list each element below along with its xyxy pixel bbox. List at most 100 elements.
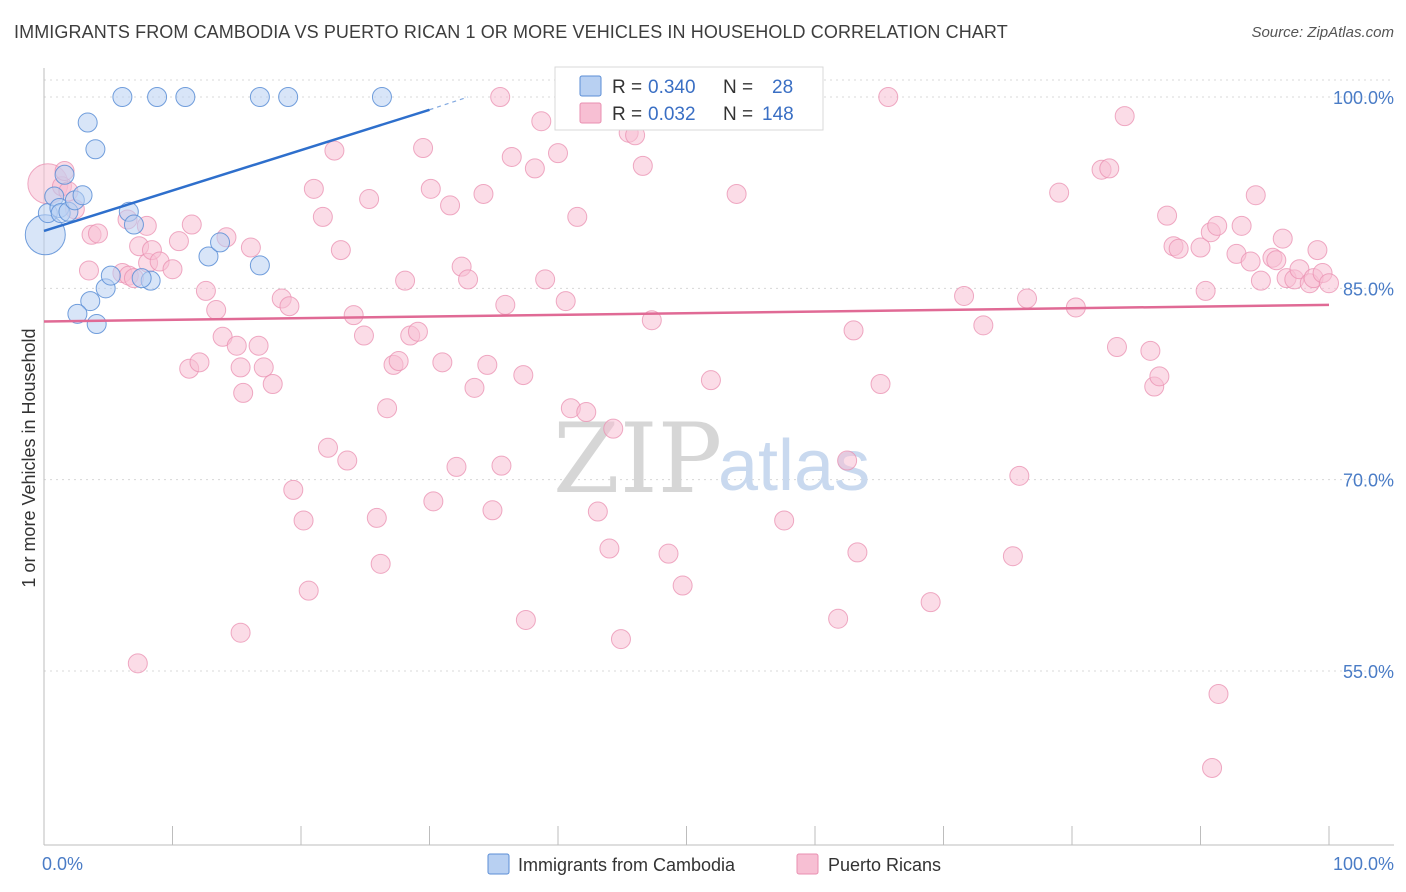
puerto-ricans-point-90 [658,543,679,564]
puerto-ricans-point-32 [262,374,283,394]
puerto-ricans-point-41 [317,437,338,458]
puerto-ricans-point-31 [253,357,274,378]
puerto-ricans-point-21 [189,352,210,373]
cambodia-point-15 [100,265,121,286]
puerto-ricans-trend-line [43,303,1330,323]
puerto-ricans-point-17 [162,259,183,280]
puerto-ricans-point-60 [446,456,467,477]
legend-r-label-cambodia: R = [612,77,642,98]
puerto-ricans-point-131 [1240,251,1261,272]
puerto-ricans-point-136 [1272,228,1293,249]
puerto-ricans-point-147 [230,622,251,643]
puerto-ricans-point-91 [672,575,693,596]
legend-n-value-puerto-ricans: 148 [762,104,794,125]
legend-swatch-puerto-ricans [579,102,602,124]
puerto-ricans-point-144 [1319,273,1339,294]
puerto-ricans-point-115 [1099,158,1120,179]
x-tick-label-0: 0.0% [42,854,83,874]
puerto-ricans-point-112 [1049,182,1070,203]
bottom-legend-swatch-puerto-ricans [796,853,819,875]
puerto-ricans-point-82 [599,538,620,559]
y-tick-label-100: 100.0% [1333,88,1394,108]
puerto-ricans-point-47 [366,507,387,528]
puerto-ricans-point-106 [920,592,941,613]
puerto-ricans-point-40 [324,140,345,161]
chart-title: IMMIGRANTS FROM CAMBODIA VS PUERTO RICAN… [14,22,1008,42]
puerto-ricans-point-79 [567,206,588,227]
legend-swatch-cambodia [579,75,602,97]
cambodia-trend-line [43,108,430,233]
puerto-ricans-point-57 [423,491,444,512]
puerto-ricans-point-77 [555,291,576,312]
puerto-ricans-point-107 [954,285,975,306]
puerto-ricans-point-54 [407,321,428,342]
series-puerto-ricans-points [27,87,1339,778]
cambodia-point-21 [198,246,219,267]
puerto-ricans-point-73 [524,158,545,179]
cambodia-point-28 [371,87,392,107]
puerto-ricans-point-101 [837,450,858,471]
puerto-ricans-point-142 [1307,240,1328,261]
puerto-ricans-point-105 [878,87,899,107]
legend-r-label-puerto-ricans: R = [612,104,642,125]
puerto-ricans-point-83 [603,418,624,439]
puerto-ricans-point-26 [226,335,247,356]
bottom-legend-swatch-cambodia [487,853,510,875]
puerto-ricans-point-75 [535,269,556,290]
puerto-ricans-point-37 [298,580,319,601]
puerto-ricans-point-135 [1266,250,1287,271]
puerto-ricans-point-123 [1168,238,1189,259]
puerto-ricans-point-68 [495,294,516,315]
x-tick-label-1: 100.0% [1333,854,1394,874]
puerto-ricans-point-87 [632,155,653,176]
puerto-ricans-point-139 [1289,259,1310,280]
puerto-ricans-point-65 [477,354,498,375]
puerto-ricans-point-66 [482,500,503,521]
puerto-ricans-point-133 [1250,270,1271,291]
puerto-ricans-point-102 [843,320,864,341]
cambodia-point-8 [72,185,93,206]
cambodia-point-26 [278,87,299,107]
puerto-ricans-point-29 [240,237,261,258]
puerto-ricans-point-93 [726,183,747,204]
puerto-ricans-point-116 [1106,337,1127,358]
puerto-ricans-point-56 [420,178,441,199]
puerto-ricans-point-127 [1207,215,1228,236]
puerto-ricans-point-132 [1245,185,1266,206]
bottom-legend-label-cambodia: Immigrants from Cambodia [518,855,736,875]
puerto-ricans-point-64 [473,183,494,204]
puerto-ricans-point-130 [1231,215,1252,236]
puerto-ricans-point-84 [610,629,631,650]
puerto-ricans-point-69 [501,146,522,167]
puerto-ricans-point-19 [181,214,202,235]
puerto-ricans-point-67 [491,455,512,476]
puerto-ricans-point-100 [828,608,849,629]
cambodia-point-20 [175,87,196,107]
puerto-ricans-point-74 [531,111,552,132]
puerto-ricans-point-92 [700,370,721,391]
puerto-ricans-point-39 [312,206,333,227]
puerto-ricans-point-35 [283,479,304,500]
legend-r-value-puerto-ricans: 0.032 [648,104,696,125]
puerto-ricans-point-49 [377,398,398,419]
chart-source: Source: ZipAtlas.com [1251,24,1394,41]
y-tick-label-85: 85.0% [1343,279,1394,299]
puerto-ricans-point-55 [413,138,434,159]
puerto-ricans-point-58 [432,352,453,373]
cambodia-point-24 [131,268,152,289]
cambodia-point-25 [249,87,270,107]
puerto-ricans-point-72 [513,365,534,386]
puerto-ricans-point-110 [1009,465,1030,486]
cambodia-point-12 [86,314,107,335]
puerto-ricans-point-7 [87,223,108,244]
cambodia-point-19 [147,87,168,107]
puerto-ricans-point-45 [353,325,374,346]
puerto-ricans-point-44 [343,305,364,326]
puerto-ricans-point-117 [1114,106,1135,127]
puerto-ricans-point-128 [1208,683,1229,704]
puerto-ricans-point-24 [212,326,233,347]
series-cambodia-points [24,87,392,335]
puerto-ricans-point-120 [1149,366,1170,387]
puerto-ricans-point-103 [847,542,868,563]
watermark: ZIP atlas [553,403,870,515]
